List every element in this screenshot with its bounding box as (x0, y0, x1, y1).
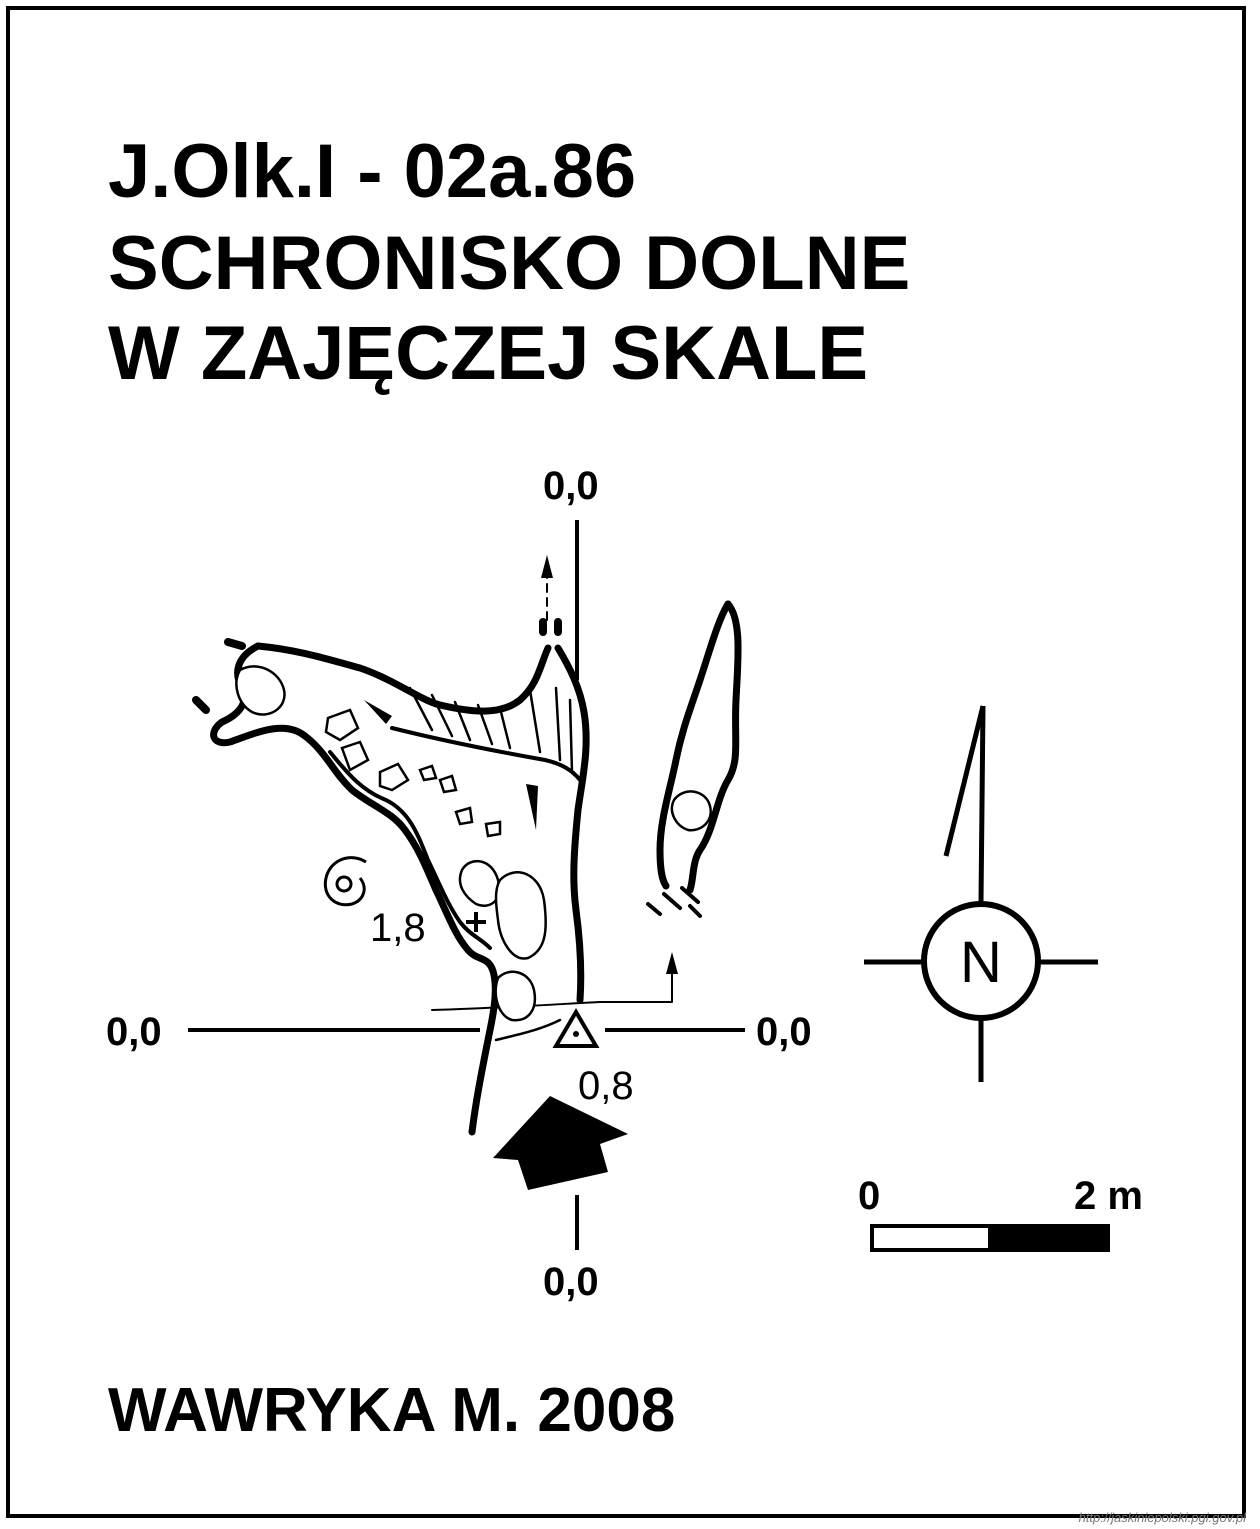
depth-mark-1: 1,8 (370, 906, 426, 950)
cave-outline (210, 564, 673, 1136)
boulders (235, 665, 547, 1022)
axis-label-left: 0,0 (106, 1010, 162, 1054)
side-passage-wall-left (656, 600, 732, 890)
north-arrow (864, 705, 1098, 1082)
map-frame (6, 6, 1246, 1518)
axis-label-right: 0,0 (756, 1010, 812, 1054)
passage-line (494, 1018, 562, 1042)
cave-code: J.Olk.I - 02a.86 (108, 129, 637, 214)
side-passage-wall-right (686, 600, 742, 894)
source-url: http://jaskiniepolski.pgi.gov.pl (1078, 1510, 1246, 1525)
cave-name-line-2: W ZAJĘCZEJ SKALE (108, 311, 869, 396)
cave-wall-right (554, 644, 590, 1004)
north-label: N (960, 930, 1002, 995)
arrow-up-icon (541, 555, 553, 578)
slope-markers (364, 700, 538, 830)
cave-name-line-1: SCHRONISKO DOLNE (108, 221, 911, 306)
ledge-line (390, 726, 582, 782)
arrow-up-icon (666, 952, 678, 974)
entrance-arrow-icon (493, 1096, 628, 1190)
snail-symbol-icon (323, 856, 367, 907)
slope-hatching (408, 686, 574, 774)
narrowing-marks (192, 618, 562, 714)
slope-marker-icon (364, 700, 392, 724)
author-credit: WAWRYKA M. 2008 (108, 1376, 676, 1445)
compass-north-icon (921, 901, 1041, 1021)
axis-label-bottom: 0,0 (543, 1260, 599, 1304)
side-passage (646, 600, 742, 918)
reference-axes (188, 520, 745, 1250)
depth-mark-entrance: 0,8 (578, 1064, 634, 1108)
scale-bar (870, 1224, 1110, 1252)
measurement-point-cross-icon (466, 912, 486, 932)
slope-marker-icon (526, 784, 538, 830)
axis-label-top: 0,0 (543, 464, 599, 508)
scale-end-label: 2 m (1074, 1174, 1143, 1218)
scale-start-label: 0 (858, 1174, 881, 1218)
survey-line (431, 964, 673, 1011)
cave-wall-upper (254, 642, 552, 715)
survey-point-triangle-icon (552, 1008, 600, 1048)
survey-arrows (541, 555, 678, 974)
chamber-edge (328, 750, 492, 950)
